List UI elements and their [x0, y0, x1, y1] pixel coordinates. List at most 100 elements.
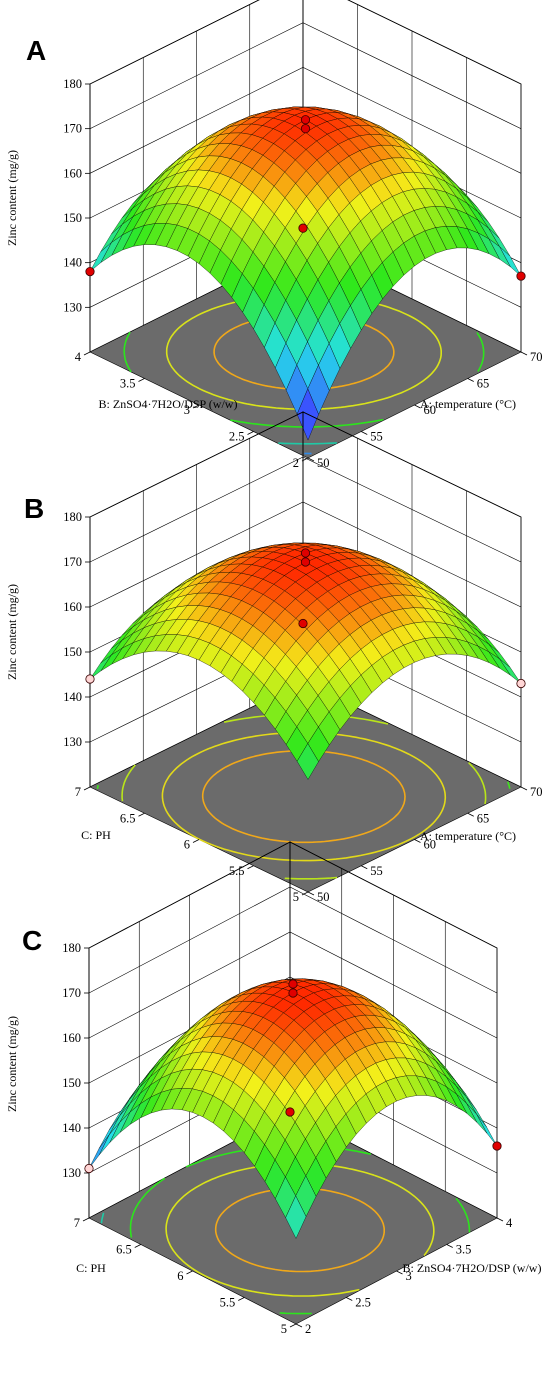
contour-line: [123, 331, 132, 373]
y-tick: [192, 404, 200, 409]
panel-letter: B: [24, 493, 44, 524]
x-tick-label: 60: [424, 838, 437, 852]
z-gridline: [89, 0, 522, 85]
z-tick-label: 180: [63, 510, 82, 524]
design-point: [288, 979, 298, 989]
x-tick-label: 70: [530, 785, 543, 799]
z-axis-title: Zinc content (mg/g): [5, 584, 19, 680]
z-tick-label: 150: [62, 1076, 81, 1090]
contour-line: [476, 332, 485, 372]
x-tick-label: 65: [477, 811, 490, 825]
z-gridline: [88, 886, 498, 994]
right-axis-title: A: temperature (°C): [420, 397, 516, 411]
surface-facet: [476, 1114, 498, 1147]
contour-line: [129, 1177, 166, 1238]
x-tick-label: 55: [370, 430, 383, 444]
contour-line: [96, 785, 99, 789]
axis-ticks: 50 55 60 65 70 2 2.5 3 3.5 4 130 140 150 160 170 180: [63, 77, 542, 470]
z-tick-label: 140: [63, 256, 82, 270]
y-tick-label: 2: [293, 456, 299, 470]
x-tick: [307, 891, 315, 896]
z-tick-label: 160: [62, 1031, 81, 1045]
x-tick: [467, 812, 474, 817]
contour-line: [284, 876, 338, 880]
y-tick: [238, 1297, 245, 1301]
x-tick-label: 50: [317, 456, 330, 470]
design-point: [300, 557, 311, 567]
response-surface: [89, 106, 522, 441]
z-gridline: [89, 22, 522, 129]
z-gridline: [89, 456, 522, 563]
y-tick: [247, 865, 254, 870]
y-tick-label: 6.5: [116, 1243, 132, 1257]
y-tick-label: 5.5: [229, 864, 245, 878]
panel-letter: C: [22, 925, 42, 956]
panel-letter: A: [26, 35, 46, 66]
z-tick-label: 170: [63, 555, 82, 569]
z-tick-label: 180: [62, 941, 81, 955]
x-tick: [467, 378, 474, 382]
x-tick: [396, 1270, 403, 1275]
x-tick-label: 70: [530, 350, 543, 364]
axis-ticks: 2 2.5 3 3.5 4 5 5.5 6 6.5 7 130 140 150 160 170 180: [62, 941, 513, 1336]
design-point: [492, 1141, 502, 1151]
z-tick-label: 150: [63, 645, 82, 659]
z-tick-label: 130: [62, 1166, 81, 1180]
contour-line: [100, 1212, 105, 1224]
left-axis-title: C: PH: [76, 1261, 106, 1275]
contour-line: [279, 1312, 312, 1315]
contour-line: [373, 1174, 435, 1256]
y-tick: [289, 1323, 297, 1328]
z-tick-label: 160: [63, 600, 82, 614]
x-tick: [520, 786, 528, 791]
z-axis-title: Zinc content (mg/g): [5, 1016, 19, 1112]
surface-facet: [88, 1134, 110, 1169]
z-gridline: [88, 841, 498, 949]
x-tick-label: 2.5: [355, 1296, 371, 1310]
surface-facet: [499, 658, 522, 684]
design-point: [300, 124, 311, 134]
x-tick-label: 50: [317, 890, 330, 904]
panel-b: 50 55 60 65 70 5 5.5 6 6.5 7 130 140 150 160 170 180 B Zi…: [5, 411, 543, 904]
x-tick: [496, 1217, 504, 1222]
design-points: [85, 548, 526, 689]
x-tick: [361, 431, 368, 435]
x-tick: [520, 351, 528, 356]
surface-facet: [99, 1122, 120, 1155]
design-point: [85, 266, 95, 277]
x-tick: [414, 404, 421, 409]
design-points: [85, 115, 526, 281]
design-point: [288, 988, 298, 998]
contour-line: [201, 749, 406, 844]
y-tick-label: 3: [184, 403, 190, 417]
z-gridline: [89, 66, 522, 174]
y-tick: [247, 431, 254, 435]
z-gridline: [89, 411, 522, 518]
design-point: [298, 223, 308, 233]
z-tick-label: 130: [63, 735, 82, 749]
y-tick-label: 7: [75, 785, 81, 799]
contour-line: [161, 731, 447, 862]
right-axis-title: A: temperature (°C): [420, 829, 516, 843]
y-tick: [138, 812, 145, 817]
y-tick-label: 2.5: [229, 430, 245, 444]
z-tick-label: 160: [63, 166, 82, 180]
surface-facet: [466, 1103, 488, 1134]
y-tick-label: 3.5: [120, 377, 136, 391]
design-point: [85, 674, 95, 684]
panel-a: 50 55 60 65 70 2 2.5 3 3.5 4 130 140 150 160 170 180 A Zi…: [5, 0, 543, 470]
contour-line: [455, 1197, 471, 1233]
x-tick-label: 4: [506, 1216, 513, 1230]
right-axis-title: B: ZnSO4·7H2O/DSP (w/w): [403, 1261, 542, 1275]
y-tick: [138, 378, 145, 382]
x-tick: [307, 457, 315, 462]
left-axis-title: B: ZnSO4·7H2O/DSP (w/w): [99, 397, 238, 411]
surface-facet: [89, 654, 112, 680]
y-tick-label: 6.5: [120, 811, 136, 825]
y-tick: [186, 1270, 193, 1275]
x-tick: [361, 865, 368, 870]
design-point: [516, 271, 526, 281]
x-tick-label: 3.5: [456, 1243, 472, 1257]
y-tick: [192, 839, 200, 843]
x-tick: [295, 1323, 303, 1328]
